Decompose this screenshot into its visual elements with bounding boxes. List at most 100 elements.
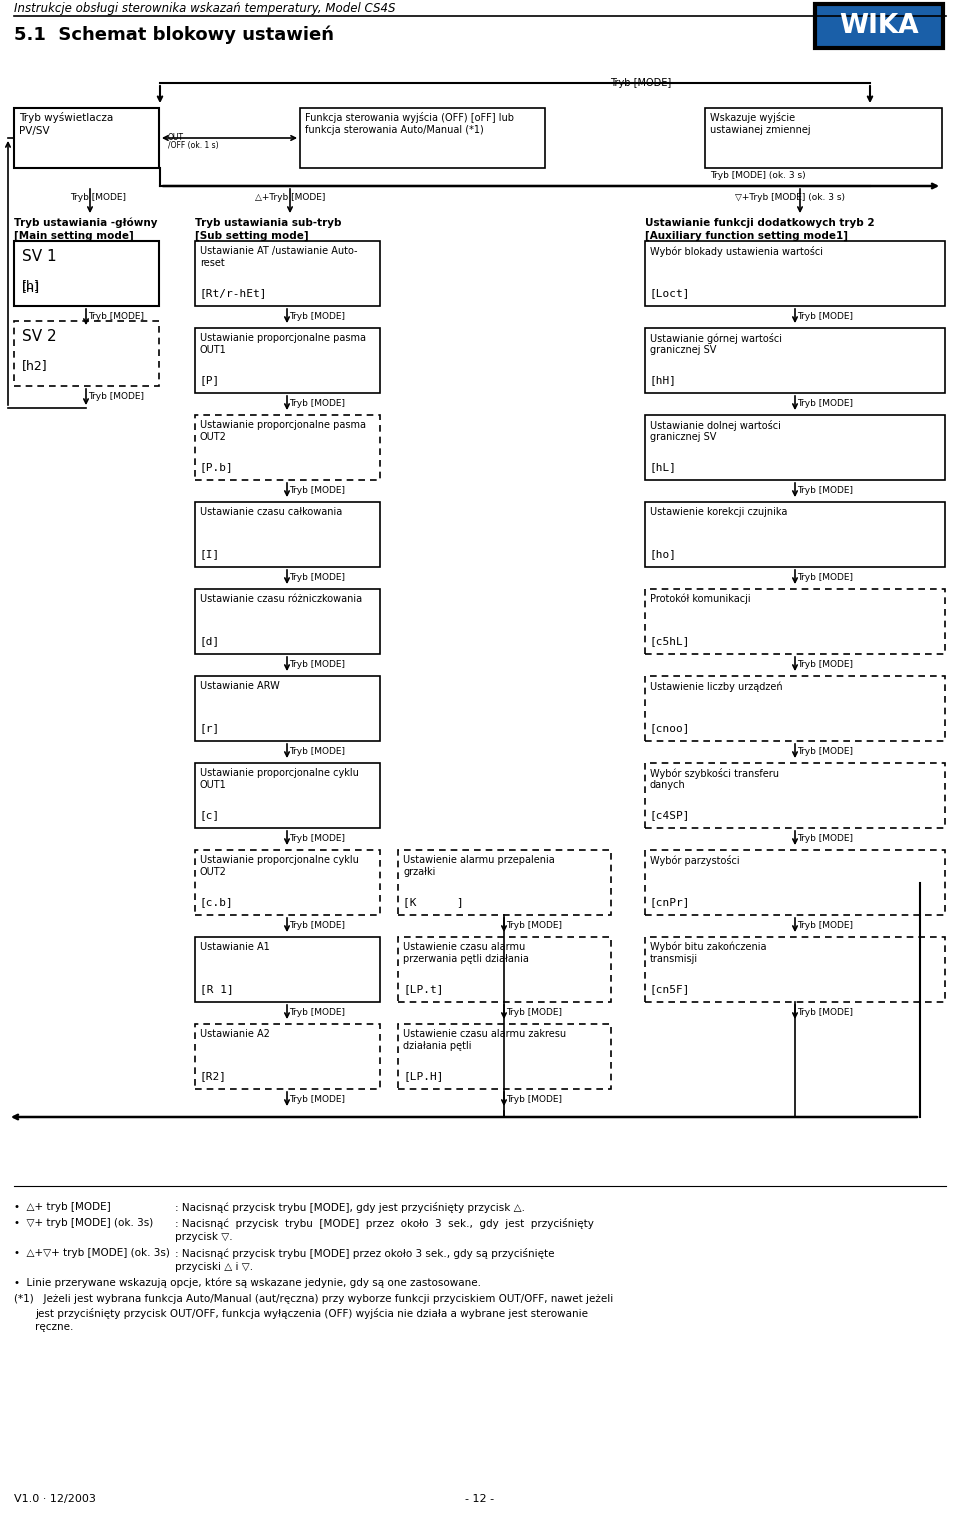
Text: Tryb [MODE]: Tryb [MODE] [507,1009,563,1016]
Text: Ustawianie proporcjonalne cyklu: Ustawianie proporcjonalne cyklu [200,768,359,778]
Text: [Loct]: [Loct] [650,288,690,298]
Bar [815,5,943,47]
Text: Ustawianie czasu różniczkowania: Ustawianie czasu różniczkowania [200,594,362,604]
Text: [h]: [h] [22,279,39,291]
Text: [c.b]: [c.b] [200,897,233,906]
Text: Tryb [MODE]: Tryb [MODE] [610,78,671,89]
Text: Tryb [MODE]: Tryb [MODE] [507,1096,563,1103]
Bar [645,850,945,916]
Text: Protokół komunikacji: Protokół komunikacji [650,594,751,604]
Text: ustawianej zmiennej: ustawianej zmiennej [710,125,810,134]
Text: [d]: [d] [200,636,220,645]
Bar [645,415,945,481]
Text: Ustawienie alarmu przepalenia: Ustawienie alarmu przepalenia [403,855,555,865]
Text: granicznej SV: granicznej SV [650,345,716,356]
Text: •  Linie przerywane wskazują opcje, które są wskazane jedynie, gdy są one zastos: • Linie przerywane wskazują opcje, które… [14,1277,481,1288]
Text: PV/SV: PV/SV [19,127,50,136]
Text: Tryb [MODE]: Tryb [MODE] [797,835,853,842]
Text: grzałki: grzałki [403,867,436,877]
Bar [195,415,380,481]
Text: Tryb [MODE]: Tryb [MODE] [797,922,853,929]
Bar [645,763,945,829]
Text: /OFF (ok. 1 s): /OFF (ok. 1 s) [168,140,219,150]
Bar [705,108,942,168]
Text: [LP.H]: [LP.H] [403,1071,444,1080]
Text: Ustawianie proporcjonalne pasma: Ustawianie proporcjonalne pasma [200,420,366,430]
Bar [645,676,945,742]
Text: Ustawianie czasu całkowania: Ustawianie czasu całkowania [200,507,343,517]
Text: [LP.t]: [LP.t] [403,984,444,993]
Text: funkcja sterowania Auto/Manual (*1): funkcja sterowania Auto/Manual (*1) [305,125,484,134]
Text: [c5hL]: [c5hL] [650,636,690,645]
Bar [195,850,380,916]
Text: reset: reset [200,258,225,269]
Text: Wybór szybkości transferu: Wybór szybkości transferu [650,768,779,778]
Text: Tryb [MODE] (ok. 3 s): Tryb [MODE] (ok. 3 s) [710,171,805,180]
Text: Tryb [MODE]: Tryb [MODE] [797,311,853,320]
Text: Ustawienie korekcji czujnika: Ustawienie korekcji czujnika [650,507,787,517]
Text: : Nacisnąć przycisk trybu [MODE] przez około 3 sek., gdy są przyciśnięte: : Nacisnąć przycisk trybu [MODE] przez o… [175,1248,555,1259]
Text: (*1)   Jeżeli jest wybrana funkcja Auto/Manual (aut/ręczna) przy wyborze funkcji: (*1) Jeżeli jest wybrana funkcja Auto/Ma… [14,1294,613,1305]
Text: Tryb [MODE]: Tryb [MODE] [88,392,145,401]
Text: [P.b]: [P.b] [200,462,233,472]
Text: Tryb [MODE]: Tryb [MODE] [797,572,853,581]
Text: transmisji: transmisji [650,954,698,964]
Text: [K      ]: [K ] [403,897,464,906]
Text: granicznej SV: granicznej SV [650,432,716,443]
Text: [I]: [I] [200,549,220,559]
Text: △+Tryb [MODE]: △+Tryb [MODE] [255,192,325,201]
Text: Ustawianie proporcjonalne pasma: Ustawianie proporcjonalne pasma [200,333,366,343]
Text: Instrukcje obsługi sterownika wskazań temperatury, Model CS4S: Instrukcje obsługi sterownika wskazań te… [14,2,396,15]
Text: ▽+Tryb [MODE] (ok. 3 s): ▽+Tryb [MODE] (ok. 3 s) [735,192,845,201]
Text: [н]: [н] [22,281,40,295]
Bar [195,328,380,394]
Text: OUT2: OUT2 [200,867,227,877]
Text: Ustawienie liczby urządzeń: Ustawienie liczby urządzeń [650,681,782,691]
Text: Ustawianie dolnej wartości: Ustawianie dolnej wartości [650,420,780,430]
Text: Funkcja sterowania wyjścia (OFF) [oFF] lub: Funkcja sterowania wyjścia (OFF) [oFF] l… [305,111,514,124]
Text: [Main setting mode]: [Main setting mode] [14,230,133,241]
Text: [c4SP]: [c4SP] [650,810,690,819]
Text: Tryb [MODE]: Tryb [MODE] [290,1096,346,1103]
Text: Ustawianie A2: Ustawianie A2 [200,1029,270,1039]
Text: [h2]: [h2] [22,359,48,372]
Text: Tryb [MODE]: Tryb [MODE] [797,661,853,668]
Text: SV 2: SV 2 [22,330,57,343]
Text: Tryb [MODE]: Tryb [MODE] [290,748,346,755]
Text: [hL]: [hL] [650,462,677,472]
Text: •  △+ tryb [MODE]: • △+ tryb [MODE] [14,1202,110,1212]
Text: OUT1: OUT1 [200,780,227,790]
Bar [195,502,380,568]
Text: Tryb [MODE]: Tryb [MODE] [70,192,126,201]
Text: [cn5F]: [cn5F] [650,984,690,993]
Text: Tryb [MODE]: Tryb [MODE] [290,485,346,494]
Text: Wybór blokady ustawienia wartości: Wybór blokady ustawienia wartości [650,246,823,256]
Text: ręczne.: ręczne. [35,1322,73,1332]
Bar [14,241,159,307]
Text: Tryb [MODE]: Tryb [MODE] [290,922,346,929]
Text: [R2]: [R2] [200,1071,227,1080]
Text: Tryb [MODE]: Tryb [MODE] [507,922,563,929]
Bar [195,676,380,742]
Bar [645,502,945,568]
Text: [Rt/r-hEt]: [Rt/r-hEt] [200,288,268,298]
Bar [195,937,380,1003]
Text: Tryb [MODE]: Tryb [MODE] [797,485,853,494]
Text: [ho]: [ho] [650,549,677,559]
Text: Ustawianie AT /ustawianie Auto-: Ustawianie AT /ustawianie Auto- [200,246,357,256]
Text: OUT: OUT [168,133,184,142]
Bar [398,850,611,916]
Bar [645,589,945,655]
Text: Tryb [MODE]: Tryb [MODE] [290,398,346,407]
Text: Tryb [MODE]: Tryb [MODE] [290,572,346,581]
Bar [195,241,380,307]
Text: Tryb [MODE]: Tryb [MODE] [797,1009,853,1016]
Text: [Sub setting mode]: [Sub setting mode] [195,230,308,241]
Text: Tryb ustawiania -główny: Tryb ustawiania -główny [14,218,157,229]
Text: przyciski △ i ▽.: przyciski △ i ▽. [175,1262,253,1273]
Text: jest przyciśnięty przycisk OUT/OFF, funkcja wyłączenia (OFF) wyjścia nie działa : jest przyciśnięty przycisk OUT/OFF, funk… [35,1308,588,1318]
Text: [cnoo]: [cnoo] [650,723,690,732]
Text: WIKA: WIKA [839,14,919,40]
Text: Wskazuje wyjście: Wskazuje wyjście [710,111,795,124]
Bar [195,1024,380,1090]
